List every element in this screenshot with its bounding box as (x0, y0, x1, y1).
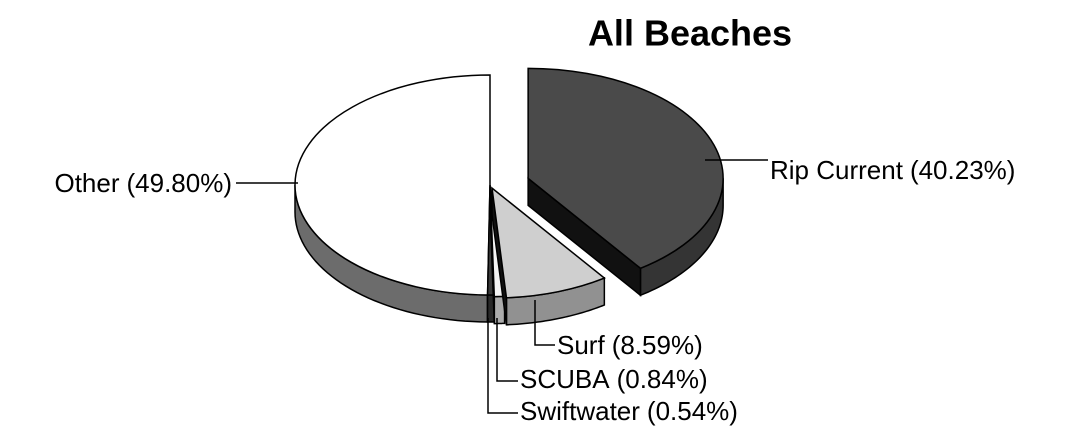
label-value: (49.80%) (127, 168, 233, 198)
slice (527, 67, 724, 270)
slice (294, 74, 491, 296)
label-value: (0.84%) (617, 364, 708, 394)
leader-line (496, 318, 518, 382)
label-value: (40.23%) (910, 155, 1016, 185)
label-value: (0.54%) (647, 396, 738, 426)
slice (491, 186, 606, 299)
data-label: Rip Current (40.23%) (770, 155, 1015, 185)
data-label: Surf (8.59%) (557, 330, 703, 360)
label-category: Surf (557, 330, 605, 360)
label-category: SCUBA (520, 364, 610, 394)
label-category: Rip Current (770, 155, 904, 185)
slice-group (491, 186, 606, 326)
data-label: Other (49.80%) (54, 168, 232, 198)
label-category: Swiftwater (520, 396, 640, 426)
chart-title: All Beaches (588, 13, 792, 54)
slice-group (294, 74, 491, 323)
leader-line (534, 300, 555, 346)
data-label: Swiftwater (0.54%) (520, 396, 738, 426)
label-value: (8.59%) (612, 330, 703, 360)
slice-group (527, 67, 724, 297)
label-category: Other (54, 168, 119, 198)
data-label: SCUBA (0.84%) (520, 364, 708, 394)
leader-line (487, 318, 518, 414)
